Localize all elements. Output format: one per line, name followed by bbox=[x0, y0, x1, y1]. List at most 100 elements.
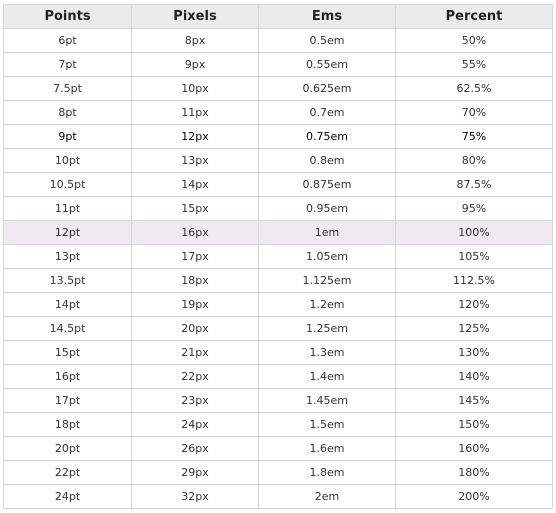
cell-points: 11pt bbox=[3, 196, 132, 221]
font-size-conversion-table: Points Pixels Ems Percent 6pt 8px 0.5em … bbox=[3, 4, 553, 509]
cell-pixels: 9px bbox=[131, 52, 259, 77]
table-row: 13.5pt 18px 1.125em 112.5% bbox=[3, 268, 553, 293]
cell-percent: 75% bbox=[395, 124, 553, 149]
cell-points: 6pt bbox=[3, 28, 132, 53]
cell-pixels: 13px bbox=[131, 148, 259, 173]
cell-ems: 1.45em bbox=[258, 388, 396, 413]
header-percent: Percent bbox=[395, 4, 553, 29]
cell-percent: 145% bbox=[395, 388, 553, 413]
cell-ems: 1.125em bbox=[258, 268, 396, 293]
cell-ems: 0.8em bbox=[258, 148, 396, 173]
cell-points: 12pt bbox=[3, 220, 132, 245]
table-header: Points Pixels Ems Percent bbox=[3, 4, 553, 29]
cell-percent: 200% bbox=[395, 484, 553, 509]
table-row: 15pt 21px 1.3em 130% bbox=[3, 340, 553, 365]
cell-points: 14pt bbox=[3, 292, 132, 317]
table-row: 6pt 8px 0.5em 50% bbox=[3, 28, 553, 53]
header-points: Points bbox=[3, 4, 132, 29]
cell-pixels: 21px bbox=[131, 340, 259, 365]
table-row: 11pt 15px 0.95em 95% bbox=[3, 196, 553, 221]
table-row: 10.5pt 14px 0.875em 87.5% bbox=[3, 172, 553, 197]
table-body: 6pt 8px 0.5em 50% 7pt 9px 0.55em 55% 7.5… bbox=[3, 28, 553, 509]
cell-pixels: 16px bbox=[131, 220, 259, 245]
cell-percent: 95% bbox=[395, 196, 553, 221]
cell-pixels: 10px bbox=[131, 76, 259, 101]
cell-points: 7.5pt bbox=[3, 76, 132, 101]
cell-points: 18pt bbox=[3, 412, 132, 437]
cell-percent: 87.5% bbox=[395, 172, 553, 197]
cell-ems: 1.4em bbox=[258, 364, 396, 389]
table-row: 13pt 17px 1.05em 105% bbox=[3, 244, 553, 269]
table-row: 17pt 23px 1.45em 145% bbox=[3, 388, 553, 413]
table-row: 12pt 16px 1em 100% bbox=[3, 220, 553, 245]
cell-ems: 0.95em bbox=[258, 196, 396, 221]
cell-percent: 120% bbox=[395, 292, 553, 317]
cell-points: 9pt bbox=[3, 124, 132, 149]
cell-percent: 55% bbox=[395, 52, 553, 77]
table-row: 9pt 12px 0.75em 75% bbox=[3, 124, 553, 149]
cell-ems: 0.55em bbox=[258, 52, 396, 77]
cell-pixels: 11px bbox=[131, 100, 259, 125]
table-row: 18pt 24px 1.5em 150% bbox=[3, 412, 553, 437]
table-row: 14pt 19px 1.2em 120% bbox=[3, 292, 553, 317]
cell-points: 8pt bbox=[3, 100, 132, 125]
cell-points: 10.5pt bbox=[3, 172, 132, 197]
cell-points: 13.5pt bbox=[3, 268, 132, 293]
table-row: 14.5pt 20px 1.25em 125% bbox=[3, 316, 553, 341]
cell-ems: 1em bbox=[258, 220, 396, 245]
cell-points: 10pt bbox=[3, 148, 132, 173]
cell-ems: 1.3em bbox=[258, 340, 396, 365]
cell-ems: 2em bbox=[258, 484, 396, 509]
cell-percent: 80% bbox=[395, 148, 553, 173]
cell-pixels: 24px bbox=[131, 412, 259, 437]
cell-pixels: 18px bbox=[131, 268, 259, 293]
cell-points: 15pt bbox=[3, 340, 132, 365]
cell-pixels: 26px bbox=[131, 436, 259, 461]
cell-pixels: 12px bbox=[131, 124, 259, 149]
cell-pixels: 22px bbox=[131, 364, 259, 389]
cell-percent: 125% bbox=[395, 316, 553, 341]
cell-points: 22pt bbox=[3, 460, 132, 485]
cell-ems: 1.5em bbox=[258, 412, 396, 437]
cell-pixels: 32px bbox=[131, 484, 259, 509]
cell-ems: 1.6em bbox=[258, 436, 396, 461]
cell-points: 16pt bbox=[3, 364, 132, 389]
cell-ems: 0.625em bbox=[258, 76, 396, 101]
cell-pixels: 17px bbox=[131, 244, 259, 269]
cell-pixels: 14px bbox=[131, 172, 259, 197]
cell-percent: 70% bbox=[395, 100, 553, 125]
cell-ems: 1.25em bbox=[258, 316, 396, 341]
cell-percent: 150% bbox=[395, 412, 553, 437]
table-row: 7.5pt 10px 0.625em 62.5% bbox=[3, 76, 553, 101]
cell-ems: 0.5em bbox=[258, 28, 396, 53]
cell-percent: 112.5% bbox=[395, 268, 553, 293]
table-row: 16pt 22px 1.4em 140% bbox=[3, 364, 553, 389]
cell-pixels: 29px bbox=[131, 460, 259, 485]
table-row: 10pt 13px 0.8em 80% bbox=[3, 148, 553, 173]
table-row: 20pt 26px 1.6em 160% bbox=[3, 436, 553, 461]
cell-ems: 1.05em bbox=[258, 244, 396, 269]
cell-pixels: 15px bbox=[131, 196, 259, 221]
cell-points: 13pt bbox=[3, 244, 132, 269]
header-pixels: Pixels bbox=[131, 4, 259, 29]
header-row: Points Pixels Ems Percent bbox=[3, 4, 553, 29]
cell-percent: 62.5% bbox=[395, 76, 553, 101]
cell-percent: 50% bbox=[395, 28, 553, 53]
cell-pixels: 23px bbox=[131, 388, 259, 413]
cell-percent: 100% bbox=[395, 220, 553, 245]
table-row: 7pt 9px 0.55em 55% bbox=[3, 52, 553, 77]
cell-points: 20pt bbox=[3, 436, 132, 461]
cell-points: 14.5pt bbox=[3, 316, 132, 341]
cell-points: 7pt bbox=[3, 52, 132, 77]
cell-percent: 140% bbox=[395, 364, 553, 389]
cell-pixels: 8px bbox=[131, 28, 259, 53]
cell-pixels: 19px bbox=[131, 292, 259, 317]
cell-pixels: 20px bbox=[131, 316, 259, 341]
cell-ems: 1.8em bbox=[258, 460, 396, 485]
cell-points: 17pt bbox=[3, 388, 132, 413]
cell-percent: 105% bbox=[395, 244, 553, 269]
cell-points: 24pt bbox=[3, 484, 132, 509]
table-row: 8pt 11px 0.7em 70% bbox=[3, 100, 553, 125]
cell-percent: 130% bbox=[395, 340, 553, 365]
